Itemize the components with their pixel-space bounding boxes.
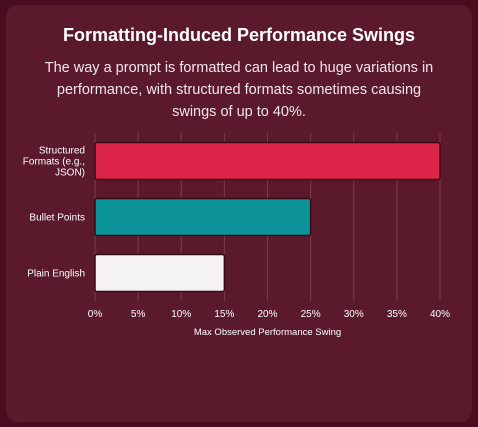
y-category-label: Plain English — [27, 269, 85, 280]
x-tick-label: 15% — [214, 309, 234, 320]
bar — [94, 141, 441, 181]
x-tick-label: 0% — [88, 309, 103, 320]
y-category-label: JSON) — [55, 168, 85, 179]
x-tick-label: 30% — [344, 309, 364, 320]
chart-title: Formatting-Induced Performance Swings — [62, 25, 416, 45]
y-category-label: Bullet Points — [29, 213, 85, 224]
chart-subtitle: The way a prompt is formatted can lead t… — [44, 60, 434, 120]
x-tick-label: 10% — [171, 309, 191, 320]
x-tick-label: 40% — [430, 309, 450, 320]
x-tick-label: 25% — [301, 309, 321, 320]
chart-card: Formatting-Induced Performance Swings Th… — [6, 5, 472, 422]
bar-chart: 0% 5% 10% 15% 20% 25% 30% 35% 40% StructuredForma… — [23, 133, 450, 338]
y-category-label: Formats (e.g., — [23, 157, 85, 168]
bar — [94, 253, 226, 293]
bar — [94, 197, 312, 237]
x-tick-label: 5% — [131, 309, 146, 320]
y-category-label: Structured — [39, 146, 85, 157]
x-tick-label: 20% — [257, 309, 277, 320]
x-axis-label: Max Observed Performance Swing — [194, 327, 341, 338]
x-tick-label: 35% — [387, 309, 407, 320]
